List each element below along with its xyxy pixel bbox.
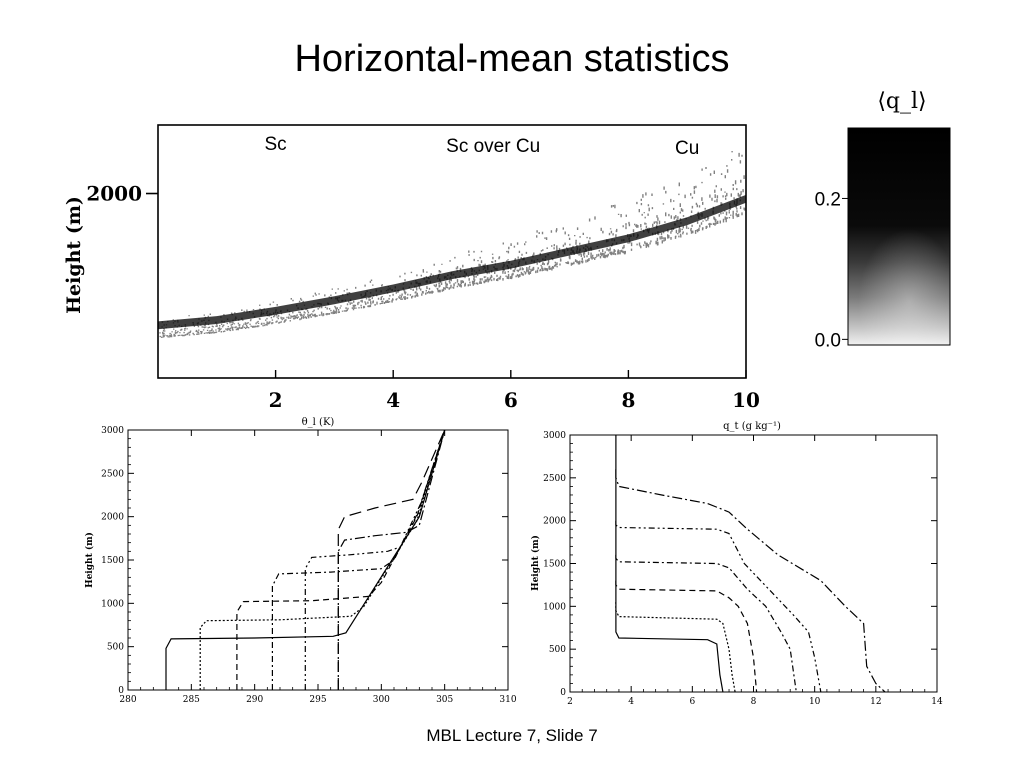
heatmap-highlight <box>848 200 950 345</box>
theta-profile-chart: 280 285 290 295 300 305 310 0 500 1000 1500 2000 250… <box>84 417 517 705</box>
qt-ytick-label: 1000 <box>543 602 566 612</box>
qt-series-layer <box>615 435 886 693</box>
heatmap-title: ⟨q_l⟩ <box>877 89 926 114</box>
cloud-ytick-label: 2000 <box>86 182 142 206</box>
annotation-cu: Cu <box>675 138 699 159</box>
qt-xtick-label: 2 <box>567 697 573 707</box>
annotation-sc: Sc <box>265 134 287 155</box>
theta-chart-ylabel: Height (m) <box>84 532 95 588</box>
qt-series-6 <box>615 469 886 693</box>
qt-ytick-label: 0 <box>560 688 566 698</box>
heatmap-ytick-label: 0.2 <box>815 189 841 210</box>
qt-series-3 <box>615 580 758 693</box>
heatmap-ticks: 0.0 0.2 <box>815 189 848 351</box>
theta-xtick-label: 295 <box>309 695 326 705</box>
cloud-scatter-points <box>159 151 746 338</box>
qt-series-4 <box>615 554 797 693</box>
qt-xtick-label: 6 <box>689 697 695 707</box>
cloud-chart: 2 4 6 8 10 2000 Height (m) Sc Sc over Cu Cu <box>63 124 760 412</box>
slide-title: Horizontal-mean statistics <box>294 38 730 80</box>
cloud-base-band <box>158 194 746 330</box>
cloud-points-layer <box>158 151 746 338</box>
theta-series-7 <box>337 429 446 690</box>
qt-chart-title: q_t (g kg⁻¹) <box>723 421 781 432</box>
qt-ytick-label: 1500 <box>543 560 566 570</box>
ql-heatmap: ⟨q_l⟩ 0.0 0.2 <box>815 89 951 351</box>
theta-series-2 <box>199 429 446 690</box>
qt-ytick-label: 3000 <box>543 431 566 441</box>
slide-footer: MBL Lecture 7, Slide 7 <box>426 726 598 745</box>
cloud-xtick-label: 10 <box>732 388 760 412</box>
qt-xtick-label: 14 <box>931 697 943 707</box>
qt-ytick-label: 2500 <box>543 474 566 484</box>
theta-ytick-label: 2000 <box>101 513 124 523</box>
theta-xtick-label: 285 <box>183 695 200 705</box>
theta-series-4 <box>271 429 446 690</box>
qt-chart-ylabel: Height (m) <box>530 535 541 591</box>
qt-chart-frame <box>569 434 938 693</box>
qt-series-1 <box>615 435 724 693</box>
cloud-xtick-label: 4 <box>386 388 400 412</box>
cloud-xtick-label: 2 <box>269 388 283 412</box>
theta-series-1 <box>165 429 446 690</box>
qt-chart-ticks: 2 4 6 8 10 12 14 0 500 1000 1500 2000 2500 3000 <box>543 431 943 707</box>
heatmap-ytick-label: 0.0 <box>815 330 841 351</box>
qt-series-5 <box>615 520 822 693</box>
theta-ytick-label: 1000 <box>101 599 124 609</box>
theta-chart-frame <box>127 429 509 691</box>
qt-ytick-label: 2000 <box>543 517 566 527</box>
theta-ytick-label: 3000 <box>101 426 124 436</box>
annotation-sc-over-cu: Sc over Cu <box>446 136 540 157</box>
qt-ytick-label: 500 <box>549 645 566 655</box>
theta-xtick-label: 290 <box>246 695 263 705</box>
qt-xtick-label: 8 <box>751 697 757 707</box>
qt-series-2 <box>615 602 736 693</box>
theta-ytick-label: 0 <box>118 686 124 696</box>
theta-xtick-label: 310 <box>499 695 516 705</box>
theta-xtick-label: 300 <box>373 695 390 705</box>
theta-ytick-label: 500 <box>107 643 124 653</box>
theta-xtick-label: 280 <box>119 695 136 705</box>
heatmap-frame <box>847 127 951 346</box>
cloud-xtick-label: 8 <box>621 388 635 412</box>
theta-series-5 <box>304 429 446 690</box>
theta-ytick-label: 1500 <box>101 556 124 566</box>
theta-series-3 <box>236 429 446 690</box>
theta-series-layer <box>165 429 446 690</box>
theta-series-6 <box>337 429 446 690</box>
cloud-xtick-label: 6 <box>504 388 518 412</box>
theta-chart-title: θ_l (K) <box>302 417 335 428</box>
cloud-chart-frame <box>157 124 747 379</box>
qt-xtick-label: 10 <box>809 697 821 707</box>
theta-chart-ticks: 280 285 290 295 300 305 310 0 500 1000 1500 2000 250… <box>101 426 517 705</box>
qt-profile-chart: 2 4 6 8 10 12 14 0 500 1000 1500 2000 2500 3000 q_t (… <box>530 421 943 707</box>
theta-xtick-label: 305 <box>436 695 453 705</box>
qt-xtick-label: 12 <box>870 697 881 707</box>
cloud-chart-ylabel: Height (m) <box>63 196 85 314</box>
cloud-chart-ticks: 2 4 6 8 10 2000 <box>86 182 760 412</box>
qt-xtick-label: 4 <box>628 697 634 707</box>
theta-ytick-label: 2500 <box>101 469 124 479</box>
